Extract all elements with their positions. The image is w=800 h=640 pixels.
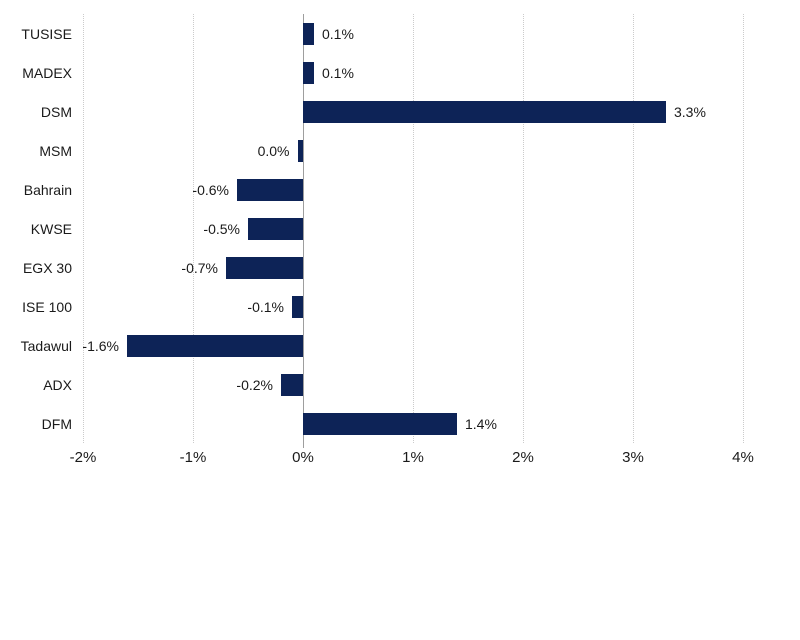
x-tick-label: -2%: [69, 449, 97, 466]
value-label: -0.5%: [203, 220, 240, 237]
category-label: TUSISE: [21, 25, 72, 42]
value-label: 0.1%: [322, 25, 354, 42]
bar-dfm: [303, 412, 457, 435]
category-label: KWSE: [30, 220, 72, 237]
value-label: 0.0%: [257, 142, 290, 159]
bar-adx: [281, 373, 303, 396]
gridline: [83, 14, 84, 443]
value-label: -0.6%: [192, 181, 229, 198]
bar-bahrain: [237, 178, 303, 201]
category-label: EGX 30: [22, 259, 72, 276]
value-label: -0.2%: [236, 376, 273, 393]
value-label: -1.6%: [82, 337, 119, 354]
bar-tadawul: [127, 334, 303, 357]
category-label: ISE 100: [22, 298, 72, 315]
value-label: 0.1%: [322, 64, 354, 81]
category-label: Tadawul: [20, 337, 72, 354]
gridline: [523, 14, 524, 443]
gridline: [743, 14, 744, 443]
category-label: Bahrain: [23, 181, 72, 198]
gridline: [413, 14, 414, 443]
category-label: MSM: [39, 142, 72, 159]
bar-tusise: [303, 22, 314, 45]
zero-axis-line: [303, 14, 304, 448]
gridline: [633, 14, 634, 443]
value-label: 3.3%: [674, 103, 706, 120]
x-tick-label: 4%: [732, 449, 754, 466]
x-tick-label: -1%: [179, 449, 207, 466]
category-label: ADX: [43, 376, 72, 393]
x-tick-label: 0%: [292, 449, 314, 466]
category-label: DSM: [40, 103, 72, 120]
value-label: -0.7%: [181, 259, 218, 276]
category-label: DFM: [41, 415, 72, 432]
bar-madex: [303, 61, 314, 84]
x-tick-label: 2%: [512, 449, 534, 466]
index-performance-bar-chart: -2% -1% 0% 1% 2% 3% 4% TUSISE 0.1% MADEX 0.1% DSM 3.…: [20, 14, 754, 466]
bar-ise-100: [292, 295, 303, 318]
bar-msm: [297, 139, 303, 162]
x-tick-label: 1%: [402, 449, 424, 466]
gridline: [193, 14, 194, 443]
x-tick-label: 3%: [622, 449, 644, 466]
value-label: 1.4%: [465, 415, 497, 432]
bar-dsm: [303, 100, 666, 123]
bar-egx-30: [226, 256, 303, 279]
category-label: MADEX: [22, 64, 72, 81]
value-label: -0.1%: [247, 298, 284, 315]
bar-kwse: [248, 217, 303, 240]
